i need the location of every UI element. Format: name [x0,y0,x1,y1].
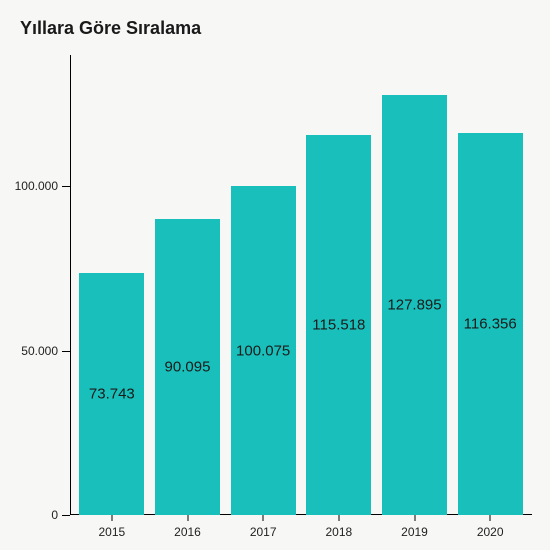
y-tick-label: 50.000 [21,344,58,358]
chart-title: Yıllara Göre Sıralama [20,18,530,39]
x-tick [187,515,188,521]
x-tick-label: 2019 [401,525,428,539]
y-tick [62,351,70,352]
bar-slot: 115.5182018 [301,55,377,515]
x-tick [111,515,112,521]
y-tick-label: 0 [51,508,58,522]
x-tick-label: 2016 [174,525,201,539]
bar: 115.518 [306,135,371,515]
x-tick-label: 2015 [98,525,125,539]
bar-value-label: 100.075 [236,342,290,359]
bar-value-label: 115.518 [312,317,365,334]
y-tick [62,515,70,516]
bar: 73.743 [79,273,144,515]
bar-value-label: 116.356 [464,315,517,332]
chart-container: Yıllara Göre Sıralama 0 50.000 100.000 73.… [0,0,550,550]
x-tick [338,515,339,521]
x-tick [263,515,264,521]
x-tick-label: 2017 [250,525,277,539]
bar: 100.075 [231,186,296,515]
plot-area: 050.000100.000 73.743201590.0952016100.0… [70,55,532,515]
x-tick [490,515,491,521]
bar: 116.356 [458,133,523,515]
bar-value-label: 90.095 [165,358,211,375]
bar-value-label: 73.743 [89,385,135,402]
bar-slot: 73.7432015 [74,55,150,515]
x-tick [414,515,415,521]
bar: 90.095 [155,219,220,515]
y-tick [62,186,70,187]
y-tick-label: 100.000 [15,179,58,193]
bar-value-label: 127.895 [387,296,441,313]
x-tick-label: 2020 [477,525,504,539]
bar-slot: 116.3562020 [452,55,528,515]
bars-group: 73.743201590.0952016100.0752017115.51820… [70,55,532,515]
bar: 127.895 [382,95,447,515]
x-tick-label: 2018 [325,525,352,539]
bar-slot: 100.0752017 [225,55,301,515]
bar-slot: 127.8952019 [377,55,453,515]
bar-slot: 90.0952016 [150,55,226,515]
